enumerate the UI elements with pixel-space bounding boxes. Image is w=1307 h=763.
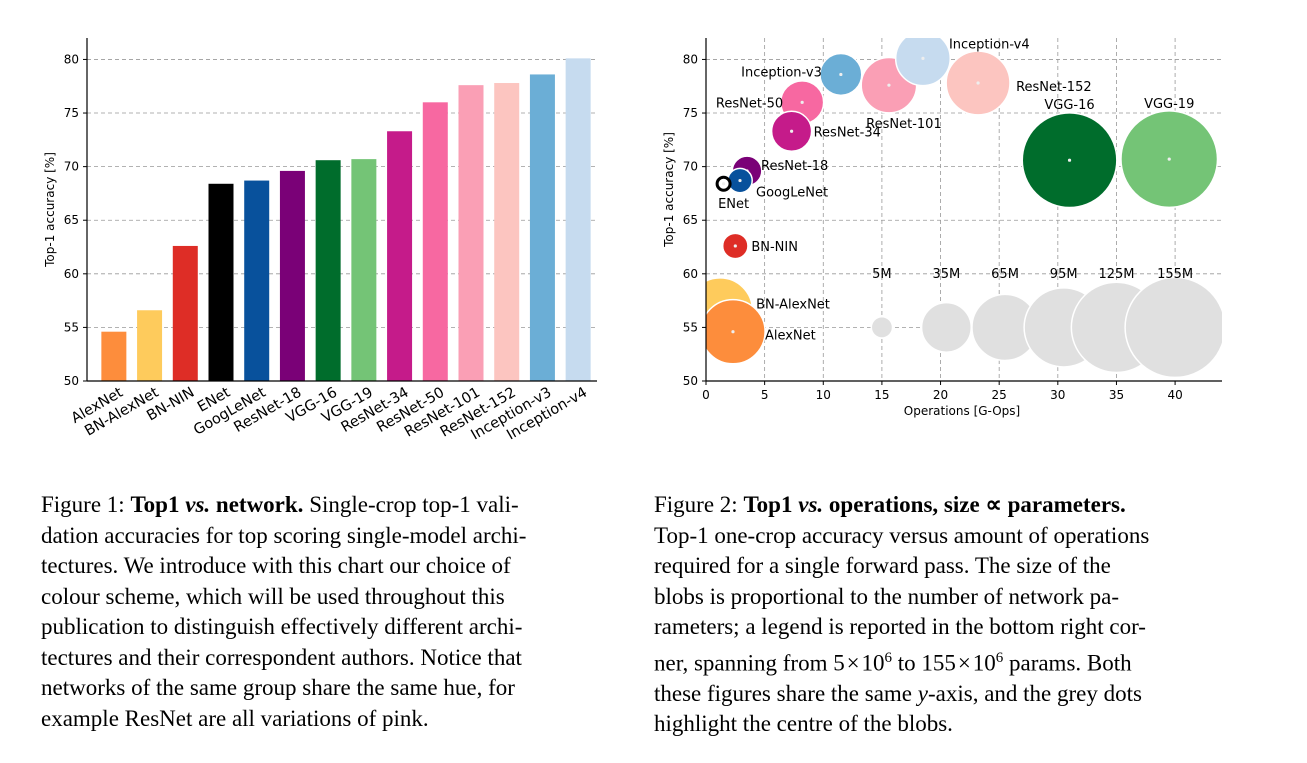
size-legend-blob: [1124, 276, 1222, 379]
blob-centre-dot: [921, 56, 925, 60]
y-tick-label: 75: [64, 106, 79, 120]
y-axis-label: Top-1 accuracy [%]: [43, 152, 57, 268]
figure-svg: 50556065707580AlexNetBN-AlexNetBN-NINENe…: [43, 37, 1222, 443]
y-tick-label: 75: [683, 106, 698, 120]
y-tick-label: 50: [64, 374, 79, 388]
y-tick-label: 55: [64, 320, 79, 334]
caption-line: these figures share the same y-axis, and…: [654, 680, 1142, 706]
y-tick-label: 80: [683, 52, 698, 66]
y-tick-label: 70: [64, 160, 79, 174]
bar-bn-nin: [172, 245, 198, 381]
blob-label: BN-NIN: [751, 240, 798, 255]
bar-chart: 50556065707580AlexNetBN-AlexNetBN-NINENe…: [43, 38, 597, 443]
blob-centre-dot: [1167, 157, 1171, 161]
blob-inception-v4: [894, 38, 951, 87]
bar-inception-v3: [529, 74, 555, 381]
bubble-chart: 50 55 60 65 70 75 80 0 5 10 15 20 25 30 35 40 5M 35M 65M 95…: [662, 37, 1222, 418]
caption-line: dation accuracies for top scoring single…: [41, 522, 527, 548]
caption-line: Figure 2: Top1 vs. operations, size ∝ pa…: [654, 492, 1126, 517]
size-legend-label: 95M: [1050, 267, 1078, 282]
blob-centre-dot: [790, 129, 794, 133]
caption-line: rameters; a legend is reported in the bo…: [654, 614, 1146, 639]
y-tick-label: 70: [683, 160, 698, 174]
x-tick-label: 10: [816, 388, 831, 402]
caption-line: colour scheme, which will be used throug…: [41, 583, 505, 609]
blob-label: ResNet-34: [814, 125, 881, 140]
size-legend-label: 125M: [1098, 267, 1134, 282]
blob-label: ResNet-50: [716, 96, 783, 111]
caption-line: blobs is proportional to the number of n…: [654, 583, 1120, 609]
bar-enet: [208, 183, 234, 381]
bar-alexnet: [101, 331, 127, 381]
y-tick-label: 65: [64, 213, 79, 227]
bar-resnet-101: [458, 85, 484, 381]
y-tick-label: 60: [64, 267, 79, 281]
blob-centre-dot: [1067, 158, 1072, 162]
blob-centre-dot: [731, 330, 735, 334]
caption-line: publication to distinguish effectively d…: [41, 614, 523, 639]
caption-line: networks of the same group share the sam…: [41, 675, 515, 700]
x-tick-label: 30: [1050, 388, 1065, 402]
blob-label: BN-AlexNet: [756, 297, 830, 312]
blob-label: ResNet-18: [761, 159, 828, 174]
x-tick-label: 5: [761, 388, 769, 402]
blob-label: GoogLeNet: [756, 186, 828, 201]
caption-line: ner, spanning from 5 × 106 to 155 × 106 …: [654, 649, 1132, 676]
bar-vgg-16: [315, 160, 341, 381]
blob-label: Inception-v4: [949, 37, 1030, 52]
blob-centre-dot: [800, 100, 804, 104]
blob-label: VGG-19: [1144, 97, 1194, 112]
bar-bn-alexnet: [137, 310, 163, 381]
caption-line: Figure 1: Top1 vs. network. Single-crop …: [41, 492, 519, 517]
x-tick-label: 15: [874, 388, 889, 402]
x-axis-label: Operations [G-Ops]: [904, 404, 1020, 418]
y-axis-label: Top-1 accuracy [%]: [662, 132, 676, 248]
caption-line: highlight the centre of the blobs.: [654, 711, 953, 737]
bar-resnet-34: [387, 131, 413, 381]
bar-resnet-18: [279, 170, 305, 381]
bar-resnet-152: [494, 83, 520, 382]
blob-centre-dot: [733, 244, 737, 248]
caption-line: example ResNet are all variations of pin…: [41, 705, 429, 731]
y-tick-label: 60: [683, 267, 698, 281]
blob-label: Inception-v3: [741, 65, 822, 80]
caption-line: required for a single forward pass. The …: [654, 553, 1111, 578]
blob-label: VGG-16: [1044, 98, 1094, 113]
blob-centre-dot: [721, 182, 726, 186]
size-legend-label: 35M: [933, 267, 961, 282]
x-tick-label: 40: [1167, 388, 1182, 402]
blob-label: ENet: [718, 197, 749, 212]
x-tick-label: 25: [992, 388, 1007, 402]
y-tick-label: 80: [64, 52, 79, 66]
blob-centre-dot: [976, 81, 980, 85]
blob-alexnet: [706, 298, 766, 365]
bar-resnet-50: [422, 102, 448, 381]
blob-centre-dot: [887, 83, 891, 87]
size-legend-blob: [870, 316, 894, 339]
blob-label: AlexNet: [765, 329, 816, 344]
blob-centre-dot: [738, 178, 742, 183]
x-tick-label: 35: [1109, 388, 1124, 402]
size-legend-blob: [920, 301, 972, 353]
x-tick-label: 20: [933, 388, 948, 402]
caption-line: tectures. We introduce with this chart o…: [41, 553, 511, 578]
blob-label: ResNet-152: [1016, 80, 1092, 95]
y-tick-label: 50: [683, 374, 698, 388]
figure-2-caption: Figure 2: Top1 vs. operations, size ∝ pa…: [654, 490, 1226, 740]
size-legend-label: 65M: [991, 267, 1019, 282]
size-legend-label: 155M: [1157, 267, 1193, 282]
blobs: [706, 38, 1222, 379]
bar-inception-v4: [565, 58, 591, 381]
caption-line: Top-1 one-crop accuracy versus amount of…: [654, 522, 1150, 548]
blob-centre-dot: [839, 72, 843, 77]
caption-line: tectures and their correspondent authors…: [41, 644, 522, 670]
figure-1-caption: Figure 1: Top1 vs. network. Single-crop …: [41, 490, 616, 734]
bar-vgg-19: [351, 159, 377, 381]
size-legend-label: 5M: [872, 267, 892, 282]
y-tick-label: 65: [683, 213, 698, 227]
y-tick-label: 55: [683, 320, 698, 334]
x-tick-label: 0: [702, 388, 710, 402]
bar-googlenet: [244, 180, 270, 381]
blob-label: ResNet-101: [866, 117, 942, 132]
